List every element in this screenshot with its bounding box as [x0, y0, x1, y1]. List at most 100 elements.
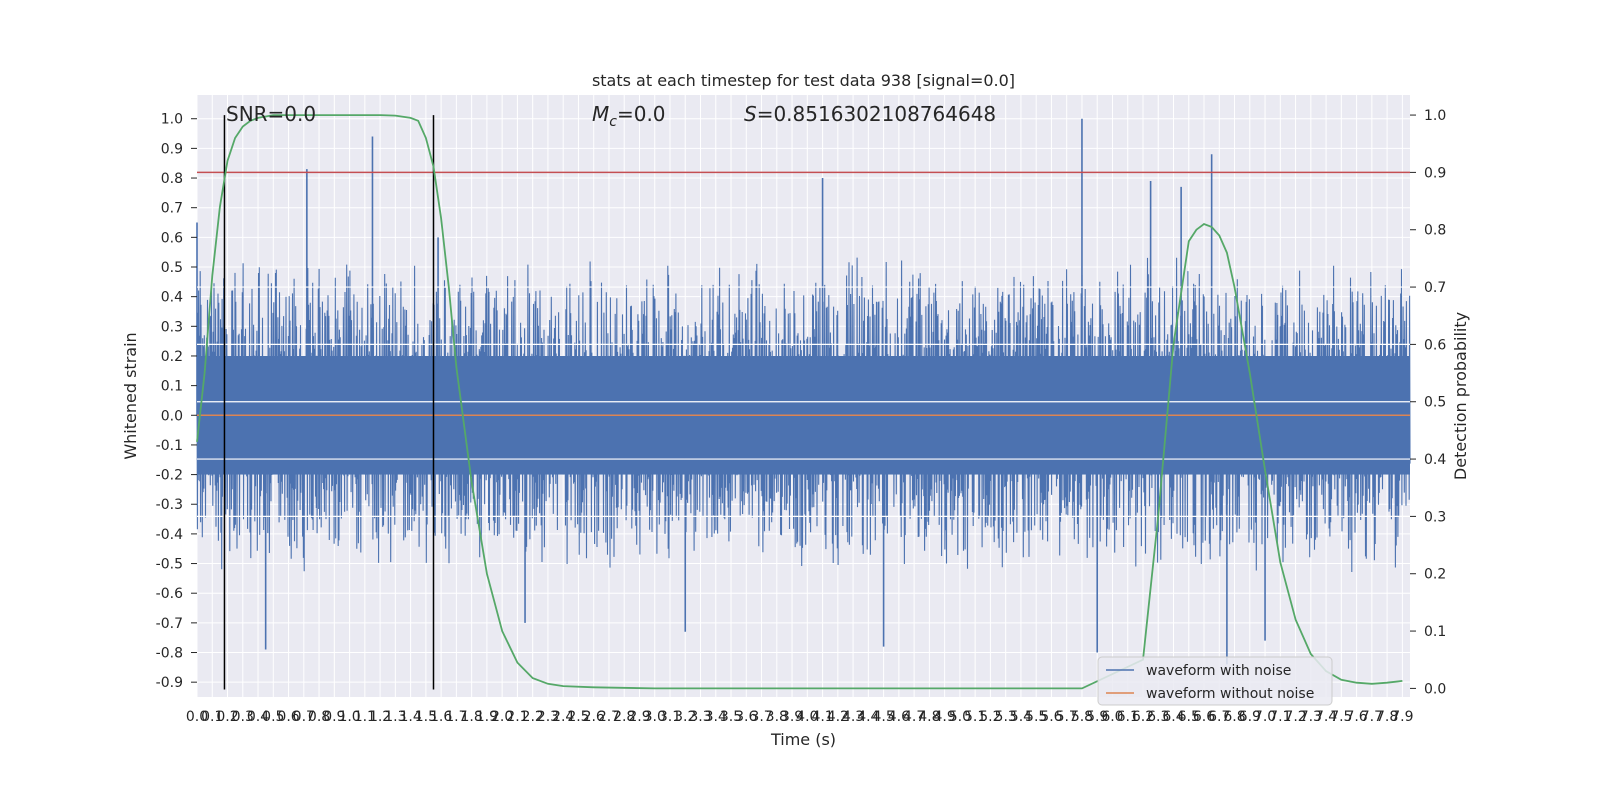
- x-tick-label: 1.7: [445, 709, 467, 725]
- y-right-tick-label: 0.2: [1424, 567, 1446, 583]
- y-left-tick-label: -0.5: [156, 557, 183, 573]
- x-tick-label: 3.2: [674, 709, 696, 725]
- x-tick-label: 5.8: [1071, 709, 1093, 725]
- y-right-tick-label: 0.0: [1424, 681, 1446, 697]
- y-right-tick-label: 0.8: [1424, 223, 1446, 239]
- x-tick-label: 0.8: [308, 709, 330, 725]
- x-tick-label: 5.0: [949, 709, 971, 725]
- x-tick-label: 6.5: [1178, 709, 1200, 725]
- legend-entry-clean: waveform without noise: [1146, 686, 1314, 702]
- x-tick-label: 6.6: [1193, 709, 1215, 725]
- x-tick-label: 5.3: [995, 709, 1017, 725]
- y-left-tick-label: 0.7: [161, 201, 183, 217]
- y-left-tick-label: 0.3: [161, 319, 183, 335]
- x-tick-label: 5.6: [1040, 709, 1062, 725]
- s-symbol: S: [744, 102, 757, 126]
- x-tick-label: 0.6: [277, 709, 299, 725]
- x-tick-label: 2.3: [537, 709, 559, 725]
- x-tick-label: 2.6: [583, 709, 605, 725]
- x-tick-label: 4.1: [811, 709, 833, 725]
- y-right-tick-label: 0.9: [1424, 165, 1446, 181]
- legend: waveform with noise waveform without noi…: [1097, 656, 1333, 706]
- x-tick-label: 2.9: [628, 709, 650, 725]
- y-left-tick-label: -0.4: [156, 527, 183, 543]
- x-tick-label: 2.7: [598, 709, 620, 725]
- y-left-tick-label: -0.3: [156, 497, 183, 513]
- x-tick-label: 0.9: [323, 709, 345, 725]
- axes-layer: 0.00.10.20.30.40.50.60.70.80.91.01.11.21…: [156, 108, 1447, 725]
- y-right-tick-label: 0.1: [1424, 624, 1446, 640]
- x-tick-label: 6.7: [1208, 709, 1230, 725]
- x-tick-label: 2.5: [567, 709, 589, 725]
- mc-value: =0.0: [617, 102, 666, 126]
- x-tick-label: 6.2: [1132, 709, 1154, 725]
- y-axis-left-label: Whitened strain: [121, 332, 140, 459]
- y-right-tick-label: 0.5: [1424, 395, 1446, 411]
- x-tick-label: 4.8: [918, 709, 940, 725]
- x-axis-label: Time (s): [770, 730, 836, 749]
- y-left-tick-label: -0.7: [156, 616, 183, 632]
- y-right-tick-label: 0.3: [1424, 509, 1446, 525]
- y-left-tick-label: 0.1: [161, 379, 183, 395]
- x-tick-label: 3.7: [750, 709, 772, 725]
- x-tick-label: 7.1: [1269, 709, 1291, 725]
- mc-subscript: c: [609, 114, 617, 130]
- x-tick-label: 7.3: [1300, 709, 1322, 725]
- s-value: =0.8516302108764648: [757, 102, 996, 126]
- x-tick-label: 2.0: [491, 709, 513, 725]
- x-tick-label: 1.5: [415, 709, 437, 725]
- x-tick-label: 1.3: [384, 709, 406, 725]
- x-tick-label: 7.5: [1330, 709, 1352, 725]
- x-tick-label: 3.5: [720, 709, 742, 725]
- x-tick-label: 7.0: [1254, 709, 1276, 725]
- x-tick-label: 6.4: [1162, 709, 1184, 725]
- y-axis-right-label: Detection probability: [1451, 312, 1470, 480]
- x-tick-label: 1.1: [354, 709, 376, 725]
- x-tick-label: 7.7: [1361, 709, 1383, 725]
- y-left-tick-label: -0.6: [156, 586, 183, 602]
- x-tick-label: 5.7: [1056, 709, 1078, 725]
- x-tick-label: 5.5: [1025, 709, 1047, 725]
- x-tick-label: 0.0: [186, 709, 208, 725]
- y-right-tick-label: 0.4: [1424, 452, 1446, 468]
- x-tick-label: 0.2: [216, 709, 238, 725]
- legend-box: [1097, 656, 1333, 706]
- x-tick-label: 7.8: [1376, 709, 1398, 725]
- x-tick-label: 3.6: [735, 709, 757, 725]
- x-tick-label: 7.6: [1345, 709, 1367, 725]
- y-left-tick-label: 0.8: [161, 171, 183, 187]
- x-tick-label: 2.2: [522, 709, 544, 725]
- y-left-tick-label: 1.0: [161, 112, 183, 128]
- overlay-layer: [196, 114, 1410, 690]
- y-left-tick-label: 0.2: [161, 349, 183, 365]
- y-left-tick-label: 0.5: [161, 260, 183, 276]
- x-tick-label: 6.0: [1101, 709, 1123, 725]
- x-tick-label: 7.2: [1284, 709, 1306, 725]
- y-left-tick-label: -0.2: [156, 468, 183, 484]
- x-tick-label: 2.1: [506, 709, 528, 725]
- x-tick-label: 6.8: [1223, 709, 1245, 725]
- x-tick-label: 4.7: [903, 709, 925, 725]
- x-tick-label: 3.0: [644, 709, 666, 725]
- x-tick-label: 4.5: [872, 709, 894, 725]
- x-tick-label: 5.4: [1010, 709, 1032, 725]
- x-tick-label: 0.7: [293, 709, 315, 725]
- x-tick-label: 3.4: [705, 709, 727, 725]
- x-tick-label: 0.1: [201, 709, 223, 725]
- x-tick-label: 5.9: [1086, 709, 1108, 725]
- x-tick-label: 1.2: [369, 709, 391, 725]
- y-right-tick-label: 0.7: [1424, 280, 1446, 296]
- x-tick-label: 0.5: [262, 709, 284, 725]
- x-tick-label: 4.4: [857, 709, 879, 725]
- x-tick-label: 1.0: [338, 709, 360, 725]
- x-tick-label: 4.6: [888, 709, 910, 725]
- x-tick-label: 0.3: [232, 709, 254, 725]
- x-tick-label: 1.4: [399, 709, 421, 725]
- legend-entry-noise: waveform with noise: [1146, 663, 1291, 679]
- chart-title: stats at each timestep for test data 938…: [592, 71, 1015, 90]
- x-tick-label: 4.3: [842, 709, 864, 725]
- s-annotation: S=0.8516302108764648: [744, 102, 996, 126]
- x-tick-label: 6.3: [1147, 709, 1169, 725]
- x-tick-label: 4.2: [827, 709, 849, 725]
